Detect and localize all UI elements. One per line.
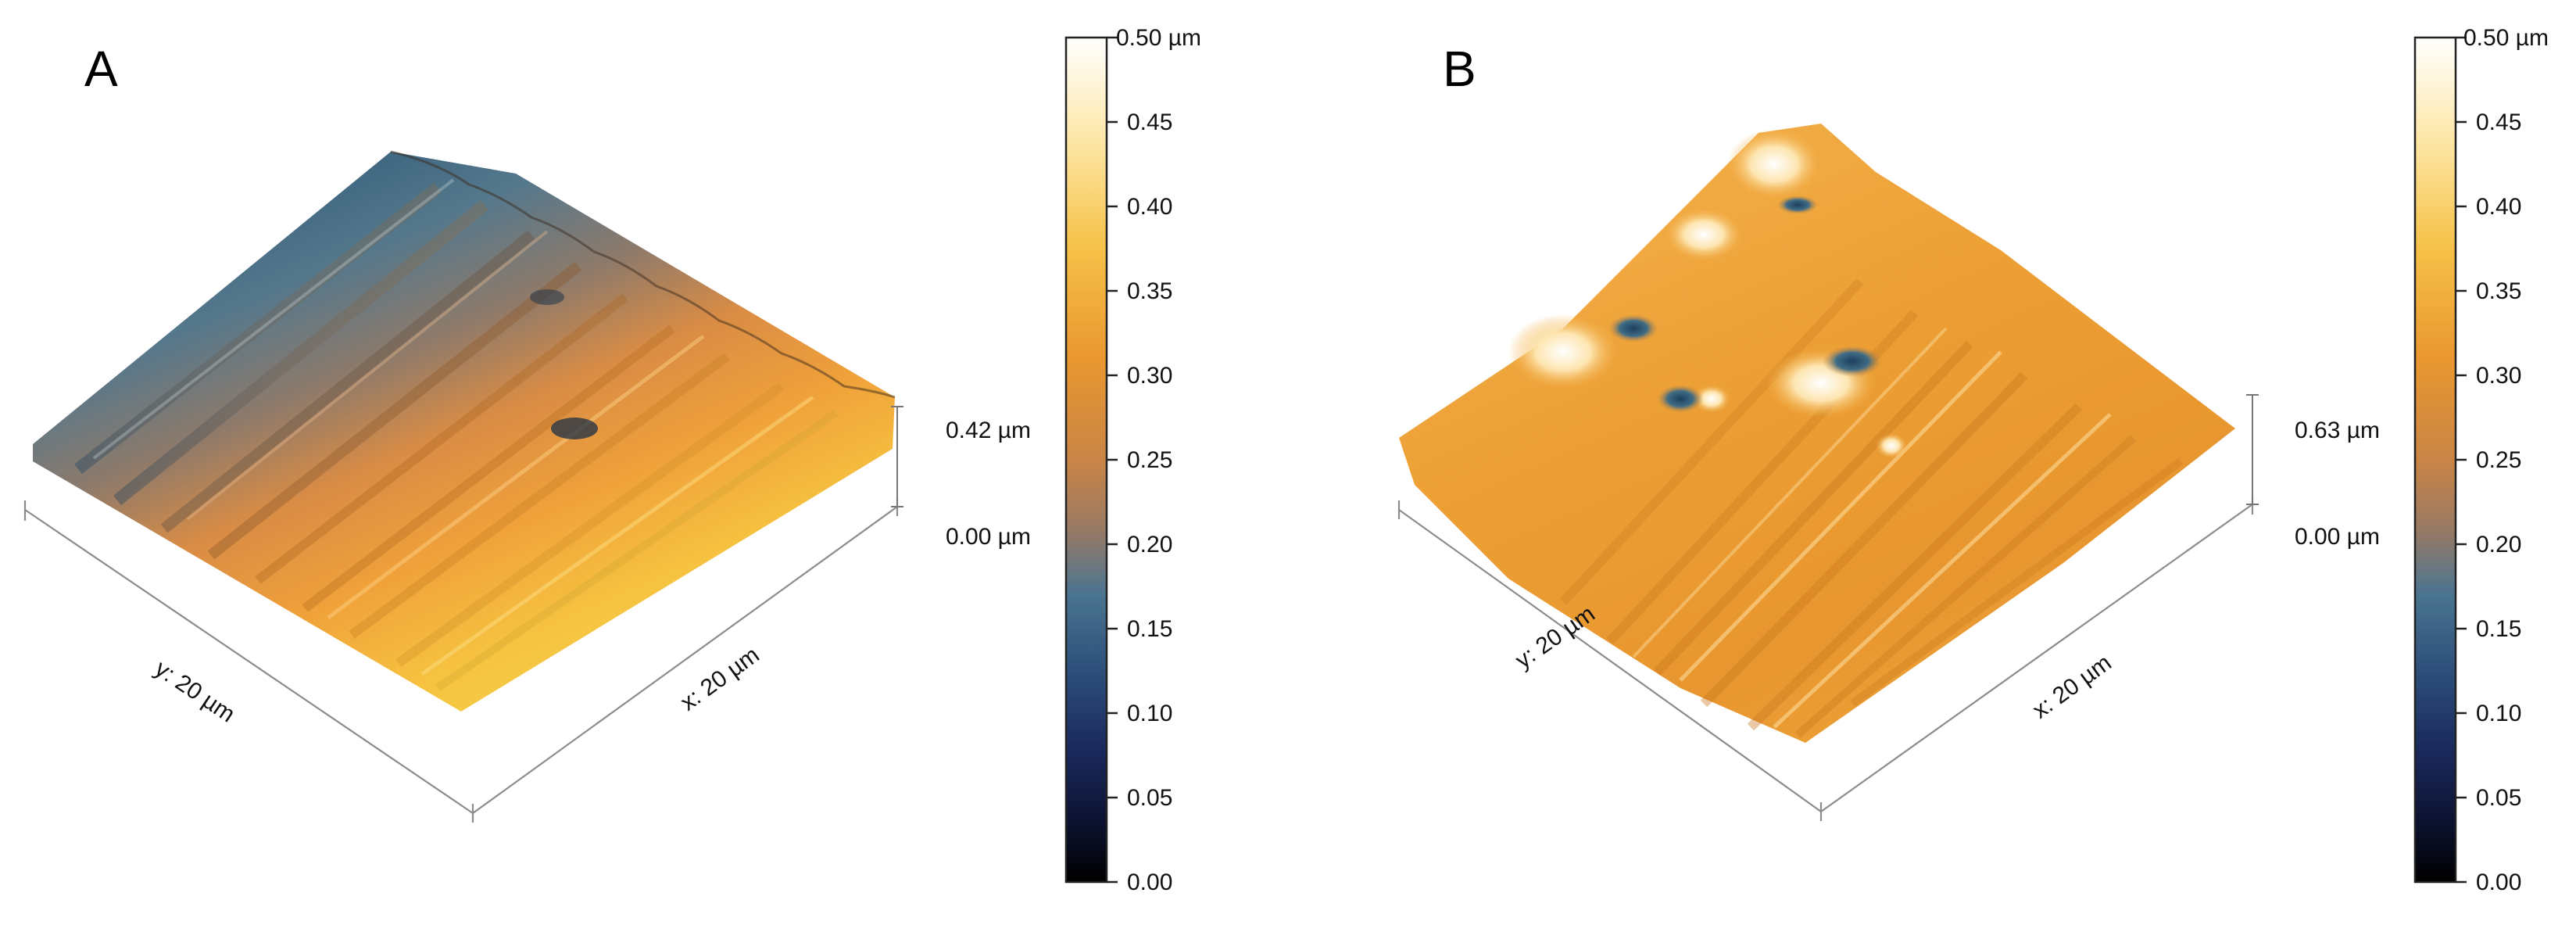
panel-b-y-axis-line: [1398, 509, 1822, 812]
panel-b-colorbar: 0.45 0.40 0.35 0.30 0.25 0.20 0.15 0.10 0.05 0.00…: [2413, 25, 2549, 895]
panel-a-zero-label: 0.00 µm: [946, 524, 1031, 550]
panel-b-surface: [1399, 124, 2235, 743]
panel-a-colorbar-tick-label: 0.40: [1127, 194, 1172, 220]
panel-b-x-axis-line: [1820, 504, 2253, 812]
panel-a-colorbar-tick-label: 0.20: [1127, 532, 1172, 558]
panel-a-colorbar-tick-label: 0.00: [1127, 869, 1172, 895]
panel-b-colorbar-tick-label: 0.10: [2476, 701, 2521, 726]
panel-b-colorbar-tick-label: 0.30: [2476, 363, 2521, 389]
panel-b-zero-label: 0.00 µm: [2295, 524, 2380, 550]
panel-a-colorbar-tick-label: 0.35: [1127, 278, 1172, 304]
panel-a-colorbar-tick-label: 0.30: [1127, 363, 1172, 389]
panel-a-letter: A: [84, 41, 118, 97]
panel-b-height-label: 0.63 µm: [2295, 418, 2380, 443]
panel-a-colorbar: 0.45 0.40 0.35 0.30 0.25 0.20 0.15 0.10 0.05 0.00…: [1064, 25, 1201, 895]
panel-b-colorbar-tick-label: 0.05: [2476, 785, 2521, 811]
panel-a-x-axis-line: [472, 506, 898, 814]
panel-b: B: [1397, 25, 2549, 895]
panel-b-colorbar-gradient: [2415, 38, 2456, 882]
panel-a-x-axis-label: x: 20 µm: [676, 642, 764, 716]
panel-a-surface: [33, 150, 896, 712]
panel-a-y-axis-label: y: 20 µm: [150, 655, 239, 727]
panel-b-colorbar-tick-label: 0.00: [2476, 869, 2521, 895]
panel-a-colorbar-tick-label: 0.45: [1127, 109, 1172, 135]
panel-b-colorbar-tick-label: 0.45: [2476, 109, 2521, 135]
panel-a-colorbar-tick-label: 0.05: [1127, 785, 1172, 811]
panel-b-colorbar-top-label: 0.50 µm: [2463, 25, 2549, 51]
panel-a-y-axis-line: [24, 509, 474, 814]
panel-b-x-axis-label: x: 20 µm: [2028, 650, 2116, 724]
panel-a-height-scale: 0.42 µm 0.00 µm: [891, 406, 1031, 550]
panel-b-colorbar-tick-label: 0.20: [2476, 532, 2521, 558]
panel-a-colorbar-gradient: [1066, 38, 1107, 882]
panel-b-colorbar-tick-label: 0.15: [2476, 616, 2521, 642]
panel-b-colorbar-tick-label: 0.25: [2476, 447, 2521, 473]
panel-a: A: [23, 25, 1201, 895]
panel-a-colorbar-tick-label: 0.10: [1127, 701, 1172, 726]
panel-a-height-label: 0.42 µm: [946, 418, 1031, 443]
panel-a-colorbar-top-label: 0.50 µm: [1116, 25, 1201, 51]
panel-b-y-axis-label: y: 20 µm: [1511, 601, 1600, 673]
panel-b-colorbar-tick-label: 0.40: [2476, 194, 2521, 220]
panel-b-letter: B: [1443, 41, 1476, 97]
panel-a-colorbar-tick-label: 0.25: [1127, 447, 1172, 473]
panel-a-colorbar-tick-label: 0.15: [1127, 616, 1172, 642]
panel-b-height-scale: 0.63 µm 0.00 µm: [2246, 394, 2380, 550]
panel-b-colorbar-tick-label: 0.35: [2476, 278, 2521, 304]
